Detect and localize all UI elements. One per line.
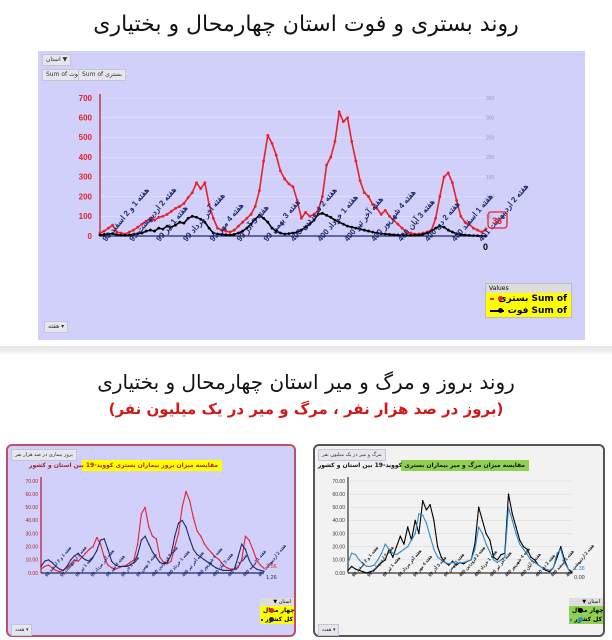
svg-text:هفته 2 اردیبهشت 99: هفته 2 اردیبهشت 99 [127,185,178,244]
legend-header: Values [486,284,571,293]
section-divider [0,346,612,354]
svg-text:200: 200 [79,192,93,201]
svg-text:30.00: 30.00 [332,531,345,537]
legend-item-country[interactable]: کل کشور [569,615,603,624]
field-button-hospitalized[interactable]: Sum of بستری [78,69,126,81]
legend-item-province[interactable]: چهار محال [569,606,604,615]
top-chart-panel: استان ▼ Sum of فوت Sum of بستری 0 100 200 3… [38,51,585,340]
mortality-field-button[interactable]: مرگ و میر در یک میلیون نفر [318,449,386,461]
week-axis-field-button[interactable]: هفته ▾ [318,624,340,636]
legend-header[interactable]: استان ▼ [260,598,294,606]
legend-item-province[interactable]: چهار محال [260,606,295,615]
top-chart-plot: 0 100 200 300 400 500 600 700 50 100 150 200 250 300 3… [79,94,531,252]
svg-text:30.00: 30.00 [25,531,38,537]
mortality-chart-title: مقایسه میزان مرگ و میر بیماران بستری کوو… [318,460,529,471]
incidence-chart-panel: بروز بیماری در صد هزار نفر مقایسه میزان … [6,444,296,637]
svg-text:20.00: 20.00 [25,544,38,550]
mortality-chart-legend: استان ▼ چهار محال کل کشور [569,598,604,624]
legend-header[interactable]: استان ▼ [569,598,603,606]
svg-text:50.00: 50.00 [332,505,345,511]
bottom-page-subtitle: (بروز در صد هزار نفر ، مرگ و میر در یک م… [108,400,504,418]
svg-text:100: 100 [79,212,93,221]
legend-item-hospitalized[interactable]: Sum of بستری [486,293,571,305]
svg-text:50.00: 50.00 [25,505,38,511]
incidence-field-button[interactable]: بروز بیماری در صد هزار نفر [11,449,77,461]
svg-text:70.00: 70.00 [25,479,38,485]
week-axis-field-button[interactable]: هفته ▾ [44,321,69,333]
svg-text:هفته 2 فروردین 400: هفته 2 فروردین 400 [289,186,340,244]
legend-label: کل کشور [265,616,293,623]
navy-line-marker-icon [261,616,276,622]
svg-text:100: 100 [486,195,495,201]
top-page-title: روند بستری و فوت استان چهارمحال و بختیار… [93,12,519,37]
incidence-chart-plot: 0.00 10.00 20.00 30.00 40.00 50.00 60.00 70.00 ه… [25,477,288,581]
svg-text:3.56: 3.56 [266,564,277,570]
svg-text:10.00: 10.00 [332,558,345,564]
legend-item-country[interactable]: کل کشور [260,615,294,624]
red-line-marker-icon [490,296,504,301]
svg-text:هفته 2 اردیبهشت 401: هفته 2 اردیبهشت 401 [477,182,531,244]
svg-text:0.00: 0.00 [335,571,345,577]
week-axis-field-button[interactable]: هفته ▾ [11,624,33,636]
svg-text:300: 300 [486,116,495,122]
svg-text:400: 400 [79,153,93,162]
svg-text:هفته 2 اردیبهشت 401: هفته 2 اردیبهشت 401 [565,543,596,579]
legend-label: Sum of بستری [498,294,567,304]
svg-text:250: 250 [486,135,495,141]
bottom-page-title: روند بروز و مرگ و میر استان چهارمحال و ب… [97,370,515,394]
mortality-chart-plot: 0.00 10.00 20.00 30.00 40.00 50.00 60.00 70.00 ه… [332,477,596,581]
legend-label: چهار محال [263,607,295,614]
legend-label: Sum of فوت [507,306,567,316]
svg-text:0.00: 0.00 [574,575,585,581]
legend-label: چهار محال [572,607,604,614]
svg-text:700: 700 [79,94,93,103]
black-line-marker-icon [490,308,504,313]
legend-label: کل کشور [574,616,602,623]
svg-text:36: 36 [492,216,502,226]
svg-text:1.26: 1.26 [266,575,277,581]
svg-text:60.00: 60.00 [25,492,38,498]
svg-text:200: 200 [486,155,495,161]
top-chart-legend: Values Sum of بستری Sum of فوت [485,283,572,318]
svg-text:70.00: 70.00 [332,479,345,485]
mortality-chart-panel: مرگ و میر در یک میلیون نفر مقایسه میزان … [313,444,605,637]
svg-text:300: 300 [79,173,93,182]
svg-text:600: 600 [79,114,93,123]
incidence-chart-title: مقایسه میزان بروز بیماران بستری کووید-19… [29,460,222,471]
incidence-chart-legend: استان ▼ چهار محال کل کشور [260,598,295,624]
svg-text:40.00: 40.00 [25,518,38,524]
legend-item-death[interactable]: Sum of فوت [486,305,571,317]
svg-text:هفته 2 اردیبهشت 401: هفته 2 اردیبهشت 401 [257,543,288,579]
svg-text:150: 150 [486,175,495,181]
svg-text:50: 50 [486,214,492,220]
svg-text:0: 0 [483,242,488,252]
svg-text:1.38: 1.38 [574,566,585,572]
province-filter-button[interactable]: استان ▼ [42,54,72,66]
svg-text:0.00: 0.00 [28,571,38,577]
svg-text:10.00: 10.00 [25,558,38,564]
svg-text:40.00: 40.00 [332,518,345,524]
svg-text:500: 500 [79,133,93,142]
blue-line-marker-icon [570,616,585,622]
svg-text:20.00: 20.00 [332,544,345,550]
svg-text:0: 0 [88,232,93,241]
svg-text:60.00: 60.00 [332,492,345,498]
field-button-death[interactable]: Sum of فوت [42,69,85,81]
svg-text:350: 350 [486,96,495,102]
